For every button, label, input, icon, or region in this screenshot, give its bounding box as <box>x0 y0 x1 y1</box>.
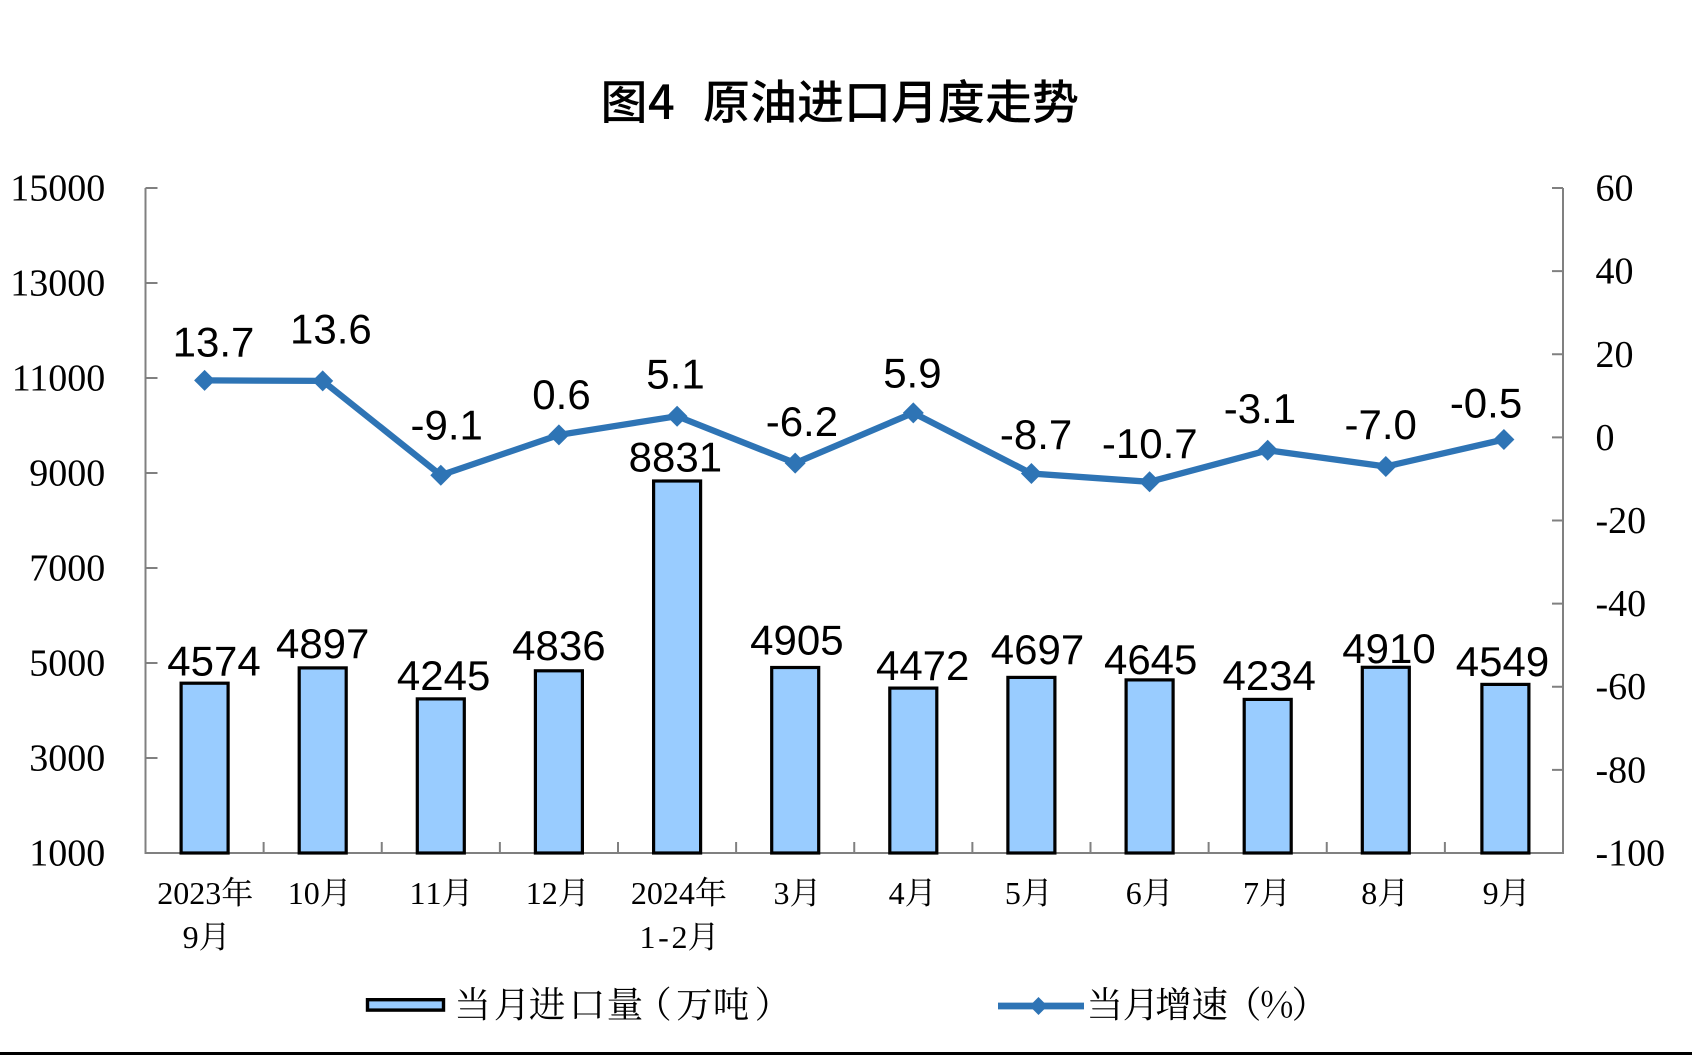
svg-text:-60: -60 <box>1596 666 1647 708</box>
svg-text:5.1: 5.1 <box>646 350 704 397</box>
svg-text:13.6: 13.6 <box>290 306 372 353</box>
svg-text:5000: 5000 <box>29 643 105 685</box>
svg-text:4910: 4910 <box>1342 625 1435 672</box>
svg-text:1: 1 <box>288 875 304 911</box>
svg-text:9: 9 <box>183 919 199 955</box>
svg-text:4234: 4234 <box>1222 652 1315 699</box>
svg-text:4645: 4645 <box>1104 636 1197 683</box>
svg-text:20: 20 <box>1596 334 1634 376</box>
svg-text:2: 2 <box>542 875 558 911</box>
svg-text:4: 4 <box>889 875 905 911</box>
svg-text:1: 1 <box>410 875 426 911</box>
svg-text:1: 1 <box>526 875 542 911</box>
svg-text:11000: 11000 <box>12 358 106 400</box>
svg-text:2: 2 <box>189 875 205 911</box>
svg-text:15000: 15000 <box>10 168 105 210</box>
svg-text:13000: 13000 <box>10 263 105 305</box>
svg-text:-9.1: -9.1 <box>411 402 483 449</box>
svg-text:-10.7: -10.7 <box>1102 420 1198 467</box>
svg-text:-6.2: -6.2 <box>766 398 838 445</box>
svg-text:-0.5: -0.5 <box>1450 380 1522 427</box>
svg-text:0: 0 <box>304 875 320 911</box>
svg-text:8: 8 <box>1361 875 1377 911</box>
svg-text:9000: 9000 <box>29 453 105 495</box>
svg-text:60: 60 <box>1596 168 1634 210</box>
svg-text:1: 1 <box>426 875 442 911</box>
svg-text:4836: 4836 <box>512 622 605 669</box>
svg-text:2: 2 <box>631 875 647 911</box>
svg-text:4574: 4574 <box>167 638 260 685</box>
svg-text:2: 2 <box>672 919 688 955</box>
svg-text:8831: 8831 <box>629 433 722 480</box>
svg-text:-100: -100 <box>1596 833 1666 875</box>
svg-text:-3.1: -3.1 <box>1224 385 1296 432</box>
svg-text:7000: 7000 <box>29 548 105 590</box>
svg-text:4472: 4472 <box>876 642 969 689</box>
svg-text:9: 9 <box>1483 875 1499 911</box>
svg-text:0: 0 <box>647 875 663 911</box>
svg-text:3000: 3000 <box>29 738 105 780</box>
svg-text:13.7: 13.7 <box>173 319 255 366</box>
svg-text:1000: 1000 <box>29 833 105 875</box>
svg-text:2: 2 <box>157 875 173 911</box>
svg-text:4905: 4905 <box>750 617 843 664</box>
svg-text:0.6: 0.6 <box>532 371 590 418</box>
svg-text:-: - <box>658 919 669 955</box>
svg-text:4: 4 <box>679 875 695 911</box>
svg-text:2: 2 <box>663 875 679 911</box>
svg-text:0: 0 <box>1596 417 1615 459</box>
svg-text:-80: -80 <box>1596 749 1647 791</box>
svg-text:5: 5 <box>1005 875 1021 911</box>
svg-text:3: 3 <box>774 875 790 911</box>
svg-text:4245: 4245 <box>397 652 490 699</box>
svg-text:4549: 4549 <box>1456 638 1549 685</box>
svg-text:5.9: 5.9 <box>883 349 941 396</box>
svg-text:0: 0 <box>173 875 189 911</box>
svg-text:3: 3 <box>205 875 221 911</box>
svg-text:7: 7 <box>1243 875 1259 911</box>
svg-text:4697: 4697 <box>991 626 1084 673</box>
svg-text:-7.0: -7.0 <box>1345 401 1417 448</box>
svg-text:1: 1 <box>640 919 656 955</box>
svg-text:40: 40 <box>1596 251 1634 293</box>
svg-text:6: 6 <box>1126 875 1142 911</box>
svg-text:-40: -40 <box>1596 583 1647 625</box>
svg-text:-8.7: -8.7 <box>1000 411 1072 458</box>
svg-text:4897: 4897 <box>276 620 369 667</box>
svg-text:-20: -20 <box>1596 500 1647 542</box>
